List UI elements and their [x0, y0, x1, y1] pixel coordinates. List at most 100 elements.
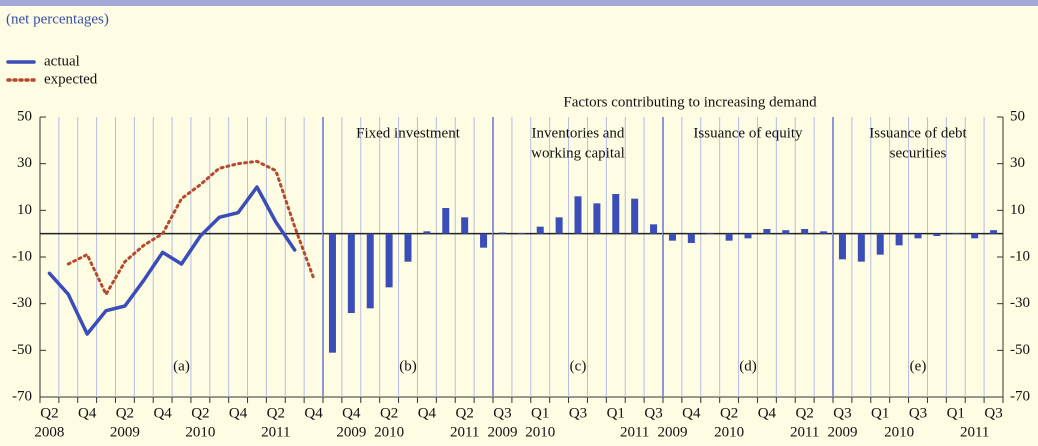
panel-title: working capital: [531, 145, 625, 161]
bar: [498, 232, 506, 234]
panel-title: securities: [890, 145, 947, 161]
x-tick-label: Q3: [833, 405, 851, 421]
heading: Factors contributing to increasing deman…: [563, 94, 817, 110]
x-tick-label: Q3: [984, 405, 1002, 421]
bar: [990, 230, 998, 234]
year-label: 2011: [960, 424, 989, 440]
y-tick-label: -30: [1010, 295, 1030, 311]
bar: [782, 230, 790, 234]
x-tick-label: Q4: [758, 405, 777, 421]
bar: [574, 196, 582, 234]
bar: [876, 233, 884, 255]
y-tick-label: 30: [17, 155, 32, 171]
bar: [706, 232, 714, 234]
x-tick-label: Q1: [531, 405, 549, 421]
bar: [385, 233, 393, 288]
bar: [631, 198, 639, 234]
x-tick-label: Q4: [342, 405, 361, 421]
x-tick-label: Q4: [304, 405, 323, 421]
subtitle: (net percentages): [6, 11, 109, 27]
bar: [461, 217, 469, 234]
x-tick-label: Q1: [871, 405, 889, 421]
panel-label: (b): [399, 358, 417, 374]
x-tick-label: Q2: [40, 405, 58, 421]
legend-label: actual: [44, 53, 80, 69]
bar: [838, 233, 846, 260]
y-tick-label: -50: [12, 342, 32, 358]
y-tick-label: -10: [1010, 248, 1030, 264]
series-line: [66, 159, 316, 296]
bar: [725, 233, 733, 241]
bar: [744, 233, 752, 239]
x-tick-label: Q3: [644, 405, 662, 421]
y-tick-label: 50: [1010, 108, 1025, 124]
legend-label: expected: [44, 71, 98, 87]
series-line: [47, 185, 297, 336]
year-label: 2010: [714, 424, 744, 440]
y-tick-label: -70: [1010, 388, 1030, 404]
bar: [763, 229, 771, 234]
y-tick-label: 10: [1010, 202, 1025, 218]
panel-title: Issuance of equity: [693, 125, 803, 141]
x-tick-label: Q2: [720, 405, 738, 421]
bar: [971, 233, 979, 239]
panel-title: Fixed investment: [356, 125, 461, 141]
bar: [442, 208, 450, 234]
year-label: 2011: [790, 424, 819, 440]
x-tick-label: Q2: [795, 405, 813, 421]
year-label: 2011: [450, 424, 479, 440]
y-tick-label: 30: [1010, 155, 1025, 171]
bar: [423, 231, 431, 234]
panel-label: (c): [570, 358, 587, 374]
x-tick-label: Q2: [191, 405, 209, 421]
year-label: 2009: [110, 424, 140, 440]
bar: [650, 224, 658, 234]
y-tick-label: -10: [12, 248, 32, 264]
bar: [952, 232, 960, 234]
bar: [857, 233, 865, 262]
x-tick-label: Q3: [569, 405, 587, 421]
bar: [328, 233, 336, 353]
x-tick-label: Q1: [947, 405, 965, 421]
x-tick-label: Q2: [455, 405, 473, 421]
bar: [895, 233, 903, 246]
panel-label: (d): [739, 358, 757, 374]
bar: [517, 232, 525, 234]
year-label: 2008: [34, 424, 64, 440]
bar: [933, 233, 941, 236]
x-tick-label: Q2: [380, 405, 398, 421]
bar: [801, 229, 809, 234]
bar: [593, 203, 601, 234]
bar: [687, 233, 695, 243]
x-tick-label: Q3: [493, 405, 511, 421]
bar: [347, 233, 355, 313]
bar: [914, 233, 922, 239]
year-label: 2009: [336, 424, 366, 440]
x-tick-label: Q4: [418, 405, 437, 421]
bar: [366, 233, 374, 309]
bar: [404, 233, 412, 262]
year-label: 2010: [185, 424, 215, 440]
bar: [555, 217, 563, 234]
year-label: 2010: [884, 424, 914, 440]
bar: [820, 231, 828, 234]
year-label: 2009: [487, 424, 517, 440]
y-tick-label: 50: [17, 108, 32, 124]
x-tick-label: Q4: [153, 405, 172, 421]
year-label: 2009: [657, 424, 687, 440]
panel-title: Issuance of debt: [869, 125, 967, 141]
year-label: 2011: [620, 424, 649, 440]
bar: [668, 233, 676, 241]
panel-label: (e): [910, 358, 927, 374]
year-label: 2010: [374, 424, 404, 440]
bar: [536, 226, 544, 234]
x-tick-label: Q2: [267, 405, 285, 421]
y-tick-label: -70: [12, 388, 32, 404]
year-label: 2009: [827, 424, 857, 440]
x-tick-label: Q4: [229, 405, 248, 421]
x-tick-label: Q2: [116, 405, 134, 421]
panel-title: Inventories and: [532, 125, 625, 141]
top-band: [0, 0, 1038, 6]
